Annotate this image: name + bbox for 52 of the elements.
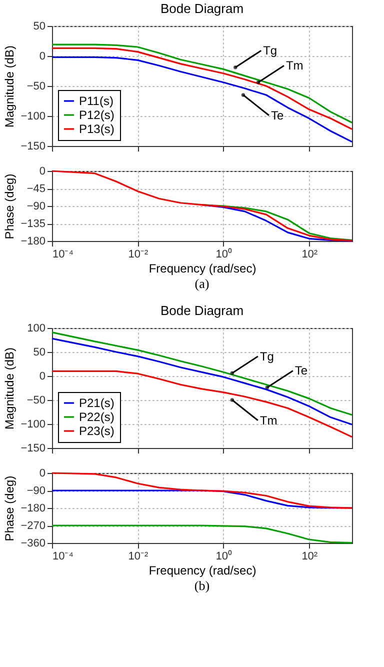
y-tick-label: 50	[33, 346, 46, 358]
y-tick-label: −50	[26, 394, 46, 406]
legend-label: P12(s)	[79, 108, 114, 122]
text: (b)	[194, 578, 210, 593]
annotation: Te	[270, 108, 284, 122]
line-series	[201, 204, 353, 242]
y-tick-label: −270	[20, 520, 46, 532]
y-tick-label: −360	[20, 538, 46, 550]
y-tick-label: 100	[27, 322, 46, 334]
chart-title: Bode Diagram	[160, 303, 244, 318]
y-tick-label: −180	[20, 502, 46, 514]
y-tick-label: −50	[26, 80, 46, 92]
x-tick-label: 10⁻⁴	[52, 550, 74, 562]
y-tick-label: 0	[39, 370, 46, 382]
legend-label: P21(s)	[79, 396, 114, 410]
annotation: Tm	[260, 413, 278, 428]
y-axis-title: Magnitude (dB)	[2, 347, 17, 430]
x-tick-label: 10²	[302, 248, 318, 260]
x-tick-label: 10⁻²	[128, 248, 148, 260]
x-tick-label: 10⁰	[216, 248, 232, 260]
y-tick-label: −180	[20, 236, 46, 248]
legend-label: P11(s)	[79, 94, 114, 108]
legend-label: P13(s)	[79, 122, 114, 136]
y-tick-label: −90	[26, 200, 46, 212]
x-tick-label: 10⁰	[216, 550, 232, 562]
y-tick-label: −135	[20, 218, 46, 230]
chart-title: Bode Diagram	[160, 1, 244, 16]
y-tick-label: −100	[20, 418, 46, 430]
annotation: Tg	[263, 44, 278, 58]
y-tick-label: 50	[33, 20, 46, 32]
text: (a)	[194, 276, 210, 291]
annotation: Tg	[260, 349, 274, 364]
y-axis-title: Phase (deg)	[2, 476, 17, 542]
legend-label: P22(s)	[79, 410, 114, 424]
y-tick-label: 0	[39, 50, 46, 62]
y-tick-label: −45	[26, 183, 46, 195]
y-tick-label: 0	[39, 468, 46, 480]
y-axis-title: Phase (deg)	[2, 174, 17, 240]
x-axis-title: Frequency (rad/sec)	[148, 564, 256, 578]
y-tick-label: −150	[20, 140, 46, 152]
y-tick-label: −100	[20, 110, 46, 122]
x-tick-label: 10²	[302, 550, 318, 562]
y-tick-label: −150	[20, 442, 46, 454]
legend-label: P23(s)	[79, 424, 114, 438]
y-tick-label: 0	[39, 166, 46, 178]
x-axis-title: Frequency (rad/sec)	[148, 262, 256, 276]
y-axis-title: Magnitude (dB)	[2, 45, 17, 128]
annotation: Te	[294, 364, 308, 378]
annotation: Tm	[286, 58, 304, 73]
x-tick-label: 10⁻²	[128, 550, 148, 562]
y-tick-label: −90	[26, 485, 46, 497]
x-tick-label: 10⁻⁴	[52, 248, 74, 260]
